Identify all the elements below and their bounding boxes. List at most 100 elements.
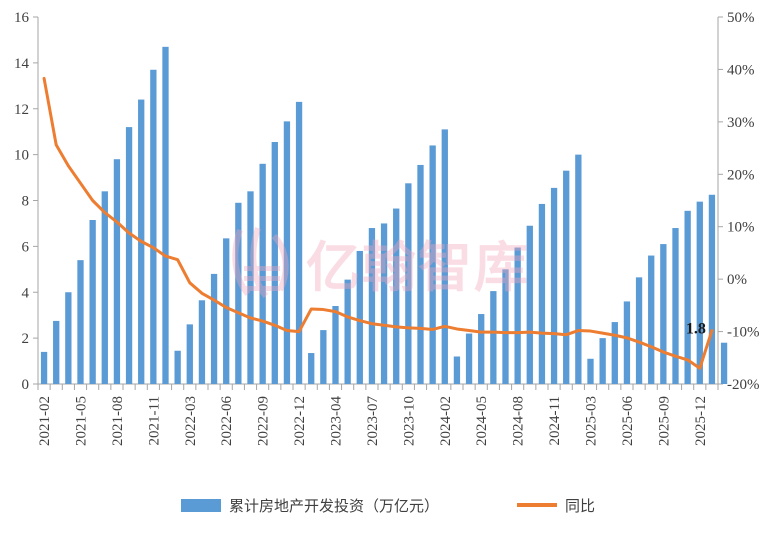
bar	[295, 101, 303, 385]
right-axis-tick-label: -20%	[727, 377, 760, 393]
bar	[575, 154, 582, 385]
bar	[720, 342, 728, 384]
bar	[405, 183, 412, 384]
bar	[478, 314, 485, 384]
data-label: 1.8	[686, 321, 706, 338]
bar	[660, 244, 667, 384]
bar	[465, 333, 473, 384]
bar	[125, 127, 133, 384]
left-axis-tick-label: 14	[14, 56, 30, 72]
bar	[526, 225, 533, 384]
x-axis-tick-label: 2024-11	[547, 396, 563, 445]
bar	[453, 356, 461, 384]
right-axis-tick-label: -10%	[727, 325, 760, 341]
legend-swatch-bar	[181, 499, 221, 512]
x-axis-tick-label: 2021-11	[146, 396, 162, 445]
bar	[393, 208, 400, 384]
right-axis-tick-label: 50%	[727, 10, 755, 26]
bar	[708, 194, 716, 384]
bar	[356, 250, 363, 384]
bar	[283, 121, 291, 385]
left-axis-tick-label: 4	[22, 285, 30, 301]
x-axis-tick-label: 2022-06	[219, 396, 235, 446]
bar	[344, 279, 351, 384]
bar	[235, 202, 242, 384]
bar	[53, 320, 60, 384]
bar	[259, 163, 266, 384]
x-axis-tick-label: 2025-03	[584, 396, 600, 446]
bar	[514, 247, 521, 384]
line-series	[42, 76, 714, 370]
left-axis-tick-label: 16	[14, 10, 30, 26]
bar	[587, 358, 594, 384]
bar	[672, 228, 679, 384]
right-axis-tick-label: 0%	[727, 272, 747, 288]
bar	[332, 306, 339, 384]
right-axis-tick-label: 40%	[727, 62, 755, 78]
bar	[77, 260, 84, 384]
right-axis-tick-label: 30%	[727, 115, 755, 131]
x-axis-tick-label: 2025-12	[693, 396, 709, 446]
left-axis-tick-label: 8	[22, 194, 30, 210]
x-axis-tick-label: 2021-05	[74, 396, 90, 446]
bar	[40, 351, 48, 384]
x-axis-tick-label: 2025-06	[620, 396, 636, 446]
right-axis-tick-label: 10%	[727, 220, 755, 236]
x-axis-tick-label: 2021-08	[110, 396, 126, 446]
bar	[271, 142, 278, 384]
bar	[174, 350, 181, 384]
bar	[648, 255, 655, 384]
bar	[247, 191, 254, 384]
bar	[490, 291, 497, 384]
bar	[101, 191, 108, 384]
bar	[368, 228, 376, 384]
bar	[89, 220, 96, 384]
bar	[599, 338, 606, 385]
x-axis-tick-label: 2022-09	[256, 396, 272, 446]
x-axis-tick-label: 2023-10	[401, 396, 417, 446]
bar	[198, 300, 206, 384]
legend-label-line: 同比	[565, 497, 595, 515]
left-axis-tick-label: 12	[14, 102, 29, 118]
bar	[429, 145, 436, 384]
left-axis-tick-label: 6	[22, 239, 30, 255]
bar	[684, 210, 691, 384]
x-axis-tick-label: 2022-03	[183, 396, 199, 446]
bar	[186, 324, 193, 384]
bar	[320, 330, 327, 384]
bar	[635, 277, 643, 384]
x-axis-tick-label: 2024-05	[474, 396, 490, 446]
bar	[611, 322, 618, 384]
x-axis-tick-label: 2024-02	[438, 396, 454, 446]
right-axis-tick-label: 20%	[727, 167, 755, 183]
x-axis-tick-label: 2023-07	[365, 396, 381, 446]
bar	[210, 273, 218, 384]
left-axis-tick-label: 2	[22, 331, 30, 347]
bar	[380, 223, 388, 384]
x-axis-tick-label: 2024-08	[511, 396, 527, 446]
bar-series	[40, 46, 728, 385]
bar	[113, 159, 121, 384]
x-axis-tick-label: 2025-09	[656, 396, 672, 446]
x-axis-tick-label: 2021-02	[37, 396, 53, 446]
x-axis-tick-label: 2022-12	[292, 396, 308, 446]
legend: 累计房地产开发投资（万亿元） 同比	[181, 497, 595, 515]
bar	[550, 187, 558, 384]
bar	[308, 353, 315, 384]
bar	[563, 170, 570, 384]
x-axis-tick-label: 2023-04	[329, 396, 345, 446]
bar	[623, 301, 631, 384]
bar	[696, 201, 703, 384]
bar	[417, 164, 424, 384]
left-axis-tick-label: 0	[22, 377, 30, 393]
left-axis-tick-label: 10	[14, 148, 29, 164]
bar	[538, 203, 546, 384]
bar	[162, 46, 169, 384]
bar	[502, 269, 509, 384]
bar	[441, 129, 448, 384]
bar	[65, 292, 72, 384]
bar	[223, 238, 230, 384]
legend-label-bar: 累计房地产开发投资（万亿元）	[229, 497, 439, 515]
